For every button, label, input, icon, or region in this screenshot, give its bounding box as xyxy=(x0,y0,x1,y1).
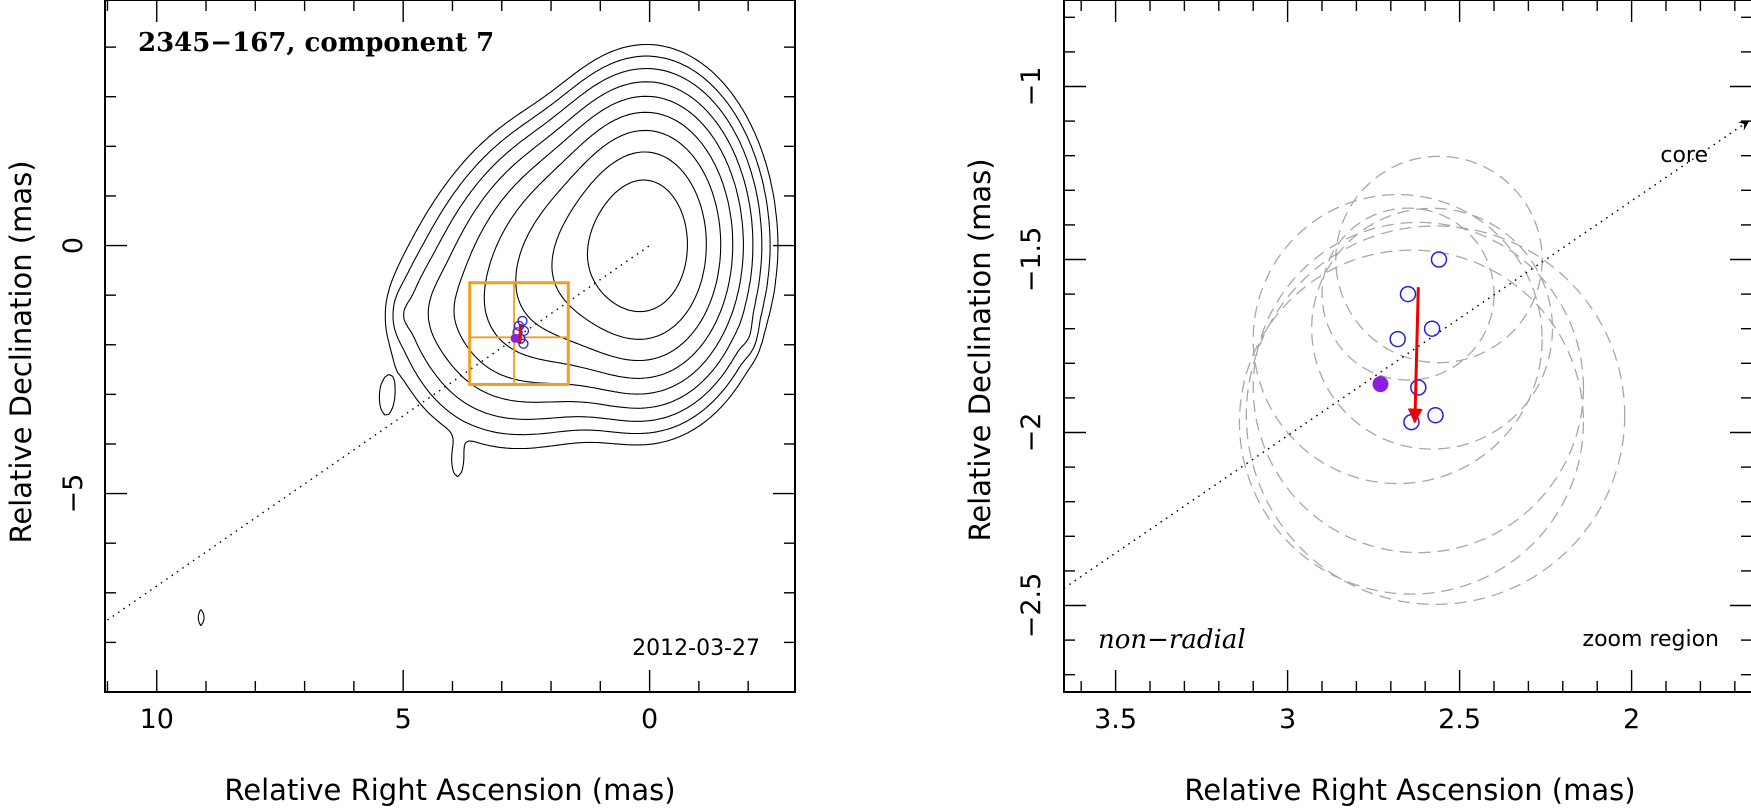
component-markers xyxy=(510,315,530,349)
component-marker xyxy=(1423,320,1441,337)
zoom-box-outline xyxy=(468,281,570,386)
left-y-tick-label: 0 xyxy=(58,237,89,254)
zoom-region-label: zoom region xyxy=(1583,627,1719,652)
motion-type-label: non−radial xyxy=(1098,625,1246,655)
right-x-tick-label: 3.5 xyxy=(1094,704,1137,735)
right-y-tick-label: −1.5 xyxy=(1016,227,1047,293)
fwhm-circle xyxy=(1252,193,1543,485)
left-x-tick-label: 5 xyxy=(395,704,412,735)
left-plot-frame xyxy=(104,0,796,693)
contour-map xyxy=(197,43,779,627)
component-marker xyxy=(1410,379,1427,396)
component-marker xyxy=(1399,285,1417,303)
right-panel: 3.5 3 2.5 2 −1 −1.5 −2 −2.5 core non−radial zo… xyxy=(963,0,1751,807)
ridge-line-dotted xyxy=(1064,120,1750,589)
left-y-tick-label: −5 xyxy=(58,474,89,514)
fwhm-circle xyxy=(1245,225,1626,606)
left-y-axis-label: Relative Declination (mas) xyxy=(4,160,38,543)
component-marker xyxy=(518,338,529,349)
motion-vector xyxy=(1407,287,1423,424)
right-axis-ticks xyxy=(1064,0,1751,692)
right-x-tick-label: 3 xyxy=(1279,704,1296,735)
left-y-tick-labels: 0 −5 xyxy=(58,237,89,514)
right-y-tick-labels: −1 −1.5 −2 −2.5 xyxy=(1016,67,1047,639)
right-y-tick-label: −1 xyxy=(1016,67,1047,107)
left-x-tick-label: 10 xyxy=(140,704,174,735)
right-y-tick-label: −2 xyxy=(1016,413,1047,453)
ridge-line xyxy=(1064,120,1750,589)
reference-position-marker xyxy=(1372,376,1389,393)
right-plot-frame xyxy=(1063,0,1751,693)
contour-level-7 xyxy=(515,129,722,362)
contour-level-5 xyxy=(453,95,744,395)
left-x-axis-label: Relative Right Ascension (mas) xyxy=(224,773,675,807)
contour-level-3 xyxy=(403,67,763,422)
fwhm-circle xyxy=(1238,249,1585,595)
contour-level-6 xyxy=(483,111,734,379)
right-y-axis-label: Relative Declination (mas) xyxy=(963,158,997,541)
left-x-tick-label: 0 xyxy=(641,704,658,735)
left-panel: 10 5 0 0 −5 2345−167, component 7 2012-03-2… xyxy=(4,0,796,807)
component-marker xyxy=(1403,413,1420,431)
contour-level-8 xyxy=(551,151,707,340)
right-x-tick-label: 2.5 xyxy=(1438,704,1481,735)
right-y-tick-label: −2.5 xyxy=(1016,573,1047,639)
fwhm-circle xyxy=(1311,207,1554,450)
contour-level-1 xyxy=(197,43,779,627)
component-markers xyxy=(1372,251,1448,431)
fwhm-circles xyxy=(1238,155,1626,606)
contour-level-9 xyxy=(586,179,688,313)
left-title: 2345−167, component 7 xyxy=(138,28,494,58)
fwhm-circle xyxy=(1252,221,1585,554)
left-date-label: 2012-03-27 xyxy=(632,636,760,661)
component-marker xyxy=(1430,251,1448,268)
contour-level-2 xyxy=(392,55,771,436)
left-x-tick-labels: 10 5 0 xyxy=(140,704,659,735)
core-direction-label: core xyxy=(1660,143,1708,168)
fwhm-circle xyxy=(1335,155,1543,364)
right-x-tick-label: 2 xyxy=(1623,704,1640,735)
component-marker xyxy=(1427,406,1444,424)
contour-level-4 xyxy=(427,81,754,409)
reference-position-marker xyxy=(510,333,520,343)
component-marker xyxy=(1389,330,1406,348)
right-x-axis-label: Relative Right Ascension (mas) xyxy=(1184,773,1635,807)
left-axis-ticks xyxy=(105,0,795,693)
fwhm-circle xyxy=(1321,207,1495,381)
right-x-tick-labels: 3.5 3 2.5 2 xyxy=(1094,704,1640,735)
